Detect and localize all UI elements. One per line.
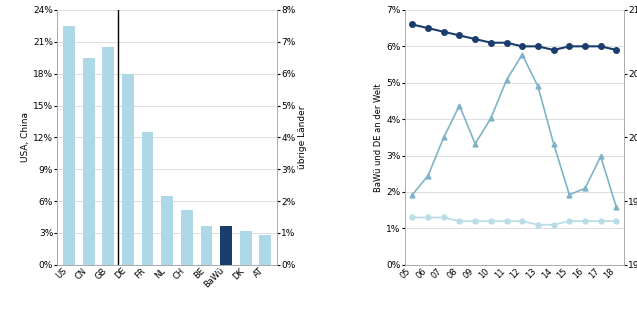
- Bar: [122, 73, 134, 265]
- Bar: [259, 235, 271, 265]
- Bar: [240, 231, 252, 265]
- Bar: [103, 47, 114, 265]
- Bar: [220, 225, 232, 265]
- Y-axis label: USA, China: USA, China: [21, 112, 31, 163]
- Bar: [83, 58, 95, 265]
- Bar: [181, 210, 193, 265]
- Y-axis label: BaWü und DE an der Welt: BaWü und DE an der Welt: [374, 83, 383, 192]
- Bar: [63, 26, 75, 265]
- Bar: [201, 225, 212, 265]
- Bar: [161, 196, 173, 265]
- Bar: [141, 132, 154, 265]
- Y-axis label: übrige Länder: übrige Länder: [298, 106, 308, 169]
